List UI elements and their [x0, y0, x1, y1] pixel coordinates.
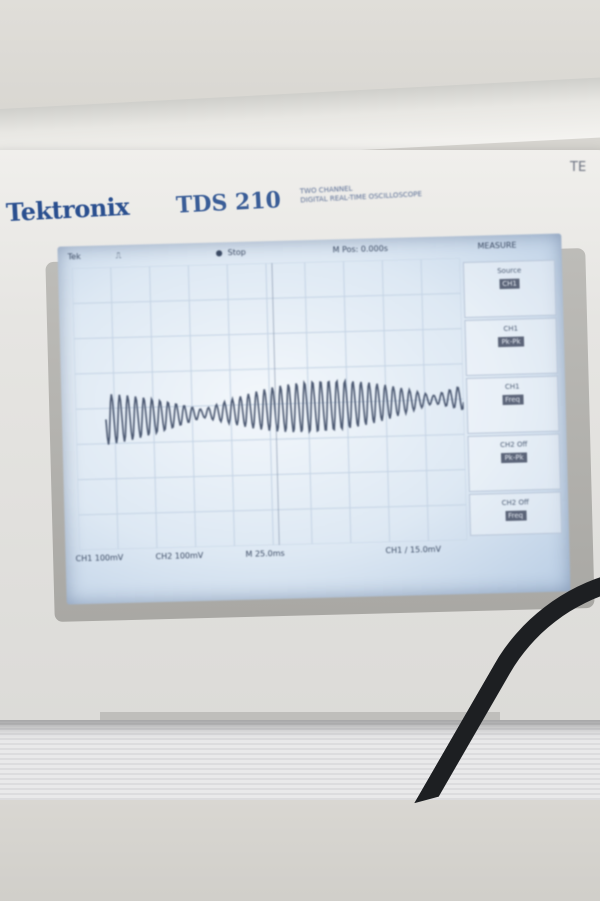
menu-item-value: CH1	[499, 278, 520, 290]
grid-hline	[77, 469, 466, 481]
measure-menu: Source CH1 CH1 Pk-Pk CH1 Freq CH2 Off Pk…	[462, 238, 563, 540]
model-name: TDS 210	[175, 187, 282, 219]
trigger-slope-icon: ⎍	[115, 250, 122, 261]
run-state-label: Stop	[227, 247, 246, 258]
menu-item-value: Pk-Pk	[501, 452, 527, 464]
menu-item-label: CH2 Off	[500, 440, 528, 450]
menu-item-label: CH2 Off	[501, 498, 529, 508]
ch2-scale-readout: CH2 100mV	[155, 550, 204, 562]
grid-hline	[78, 504, 467, 516]
scope-foot	[100, 712, 500, 720]
position-readout: M Pos: 0.000s	[332, 244, 389, 255]
menu-item-label: CH1	[504, 382, 520, 391]
menu-item-measure-4[interactable]: CH2 Off Freq	[469, 491, 563, 536]
grid-hline	[76, 433, 465, 445]
corner-tag: TE	[570, 160, 587, 175]
menu-item-label: CH1	[503, 324, 519, 334]
graticule	[71, 258, 468, 551]
ch1-scale-readout: CH1 100mV	[75, 553, 124, 564]
menu-item-source[interactable]: Source CH1	[462, 259, 557, 319]
grid-hline	[73, 328, 462, 340]
menu-item-measure-3[interactable]: CH2 Off Pk-Pk	[467, 433, 561, 492]
menu-item-value: Pk-Pk	[498, 336, 524, 348]
timebase-readout: M 25.0ms	[245, 548, 285, 559]
menu-item-value: Freq	[501, 394, 524, 406]
oscilloscope-screen: Tek ⎍ ● Stop M Pos: 0.000s MEASURE CH1 1…	[57, 233, 571, 605]
menu-item-value: Freq	[504, 510, 527, 522]
ch1-waveform-trace	[105, 378, 465, 445]
grid-hline	[79, 539, 468, 551]
menu-item-measure-1[interactable]: CH1 Pk-Pk	[464, 317, 558, 377]
grid-hline	[72, 292, 461, 305]
menu-item-label: Source	[497, 266, 522, 276]
trigger-info-readout: CH1 ∕ 15.0mV	[385, 544, 442, 556]
grid-hline	[74, 363, 463, 375]
run-indicator-icon: ●	[215, 248, 223, 258]
trigger-mode-label: Tek	[67, 252, 81, 262]
trigger-position-line	[271, 263, 280, 545]
grid-vline	[71, 268, 80, 551]
menu-item-measure-2[interactable]: CH1 Freq	[465, 375, 560, 434]
grid-hline	[71, 258, 460, 269]
